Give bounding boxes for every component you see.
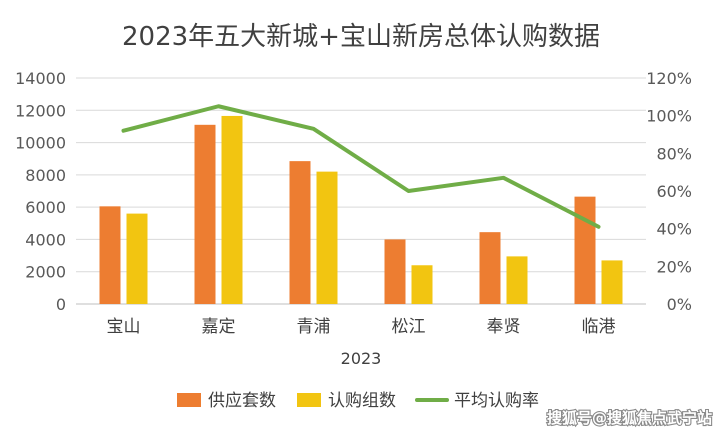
x-axis-group-label: 2023 [341, 349, 382, 368]
y-right-tick-label: 60% [656, 182, 692, 201]
bar [574, 196, 596, 304]
watermark-text: 搜狐号@搜狐焦点武宁站 [547, 409, 712, 427]
legend-swatch [177, 393, 201, 407]
chart-title: 2023年五大新城+宝山新房总体认购数据 [122, 22, 600, 52]
bar [506, 256, 528, 304]
bar [384, 239, 406, 304]
legend-label: 平均认购率 [454, 391, 539, 411]
bar [99, 206, 121, 304]
bar [221, 115, 243, 304]
x-tick-label: 奉贤 [487, 317, 521, 337]
x-tick-label: 松江 [392, 317, 426, 337]
gridlines [76, 77, 646, 305]
y-right-tick-label: 80% [656, 144, 692, 163]
legend-label: 供应套数 [208, 391, 276, 411]
y-left-tick-label: 10000 [15, 134, 66, 153]
y-right-tick-label: 100% [646, 107, 692, 126]
watermark: 搜狐号@搜狐焦点武宁站 [546, 408, 713, 428]
legend-label: 认购组数 [328, 391, 396, 411]
y-right-tick-label: 40% [656, 220, 692, 239]
y-left-tick-label: 2000 [25, 263, 66, 282]
y-left-tick-label: 0 [56, 295, 66, 314]
y-left-tick-label: 4000 [25, 230, 66, 249]
legend: 供应套数 认购组数 平均认购率 [177, 391, 539, 411]
y-left-tick-label: 14000 [15, 69, 66, 88]
bar [194, 124, 216, 304]
bar [316, 171, 338, 304]
x-tick-label: 青浦 [297, 317, 331, 337]
y-right-tick-label: 20% [656, 257, 692, 276]
axes: 0 2000 4000 6000 8000 10000 12000 14000 0% 20% 40%… [15, 69, 692, 337]
bars [99, 115, 623, 304]
y-right-tick-label: 120% [646, 69, 692, 88]
y-left-tick-label: 6000 [25, 198, 66, 217]
y-left-tick-label: 12000 [15, 101, 66, 120]
y-right-tick-label: 0% [667, 295, 692, 314]
bar [479, 232, 501, 304]
line-series [121, 104, 601, 229]
x-tick-label: 嘉定 [202, 317, 236, 337]
y-left-tick-label: 8000 [25, 166, 66, 185]
bar [411, 265, 433, 304]
bar [126, 213, 148, 304]
bar [601, 260, 623, 304]
x-tick-label: 宝山 [107, 317, 141, 337]
line-series-path [121, 104, 601, 229]
legend-swatch [297, 393, 321, 407]
x-tick-label: 临港 [582, 317, 616, 337]
bar [289, 161, 311, 304]
